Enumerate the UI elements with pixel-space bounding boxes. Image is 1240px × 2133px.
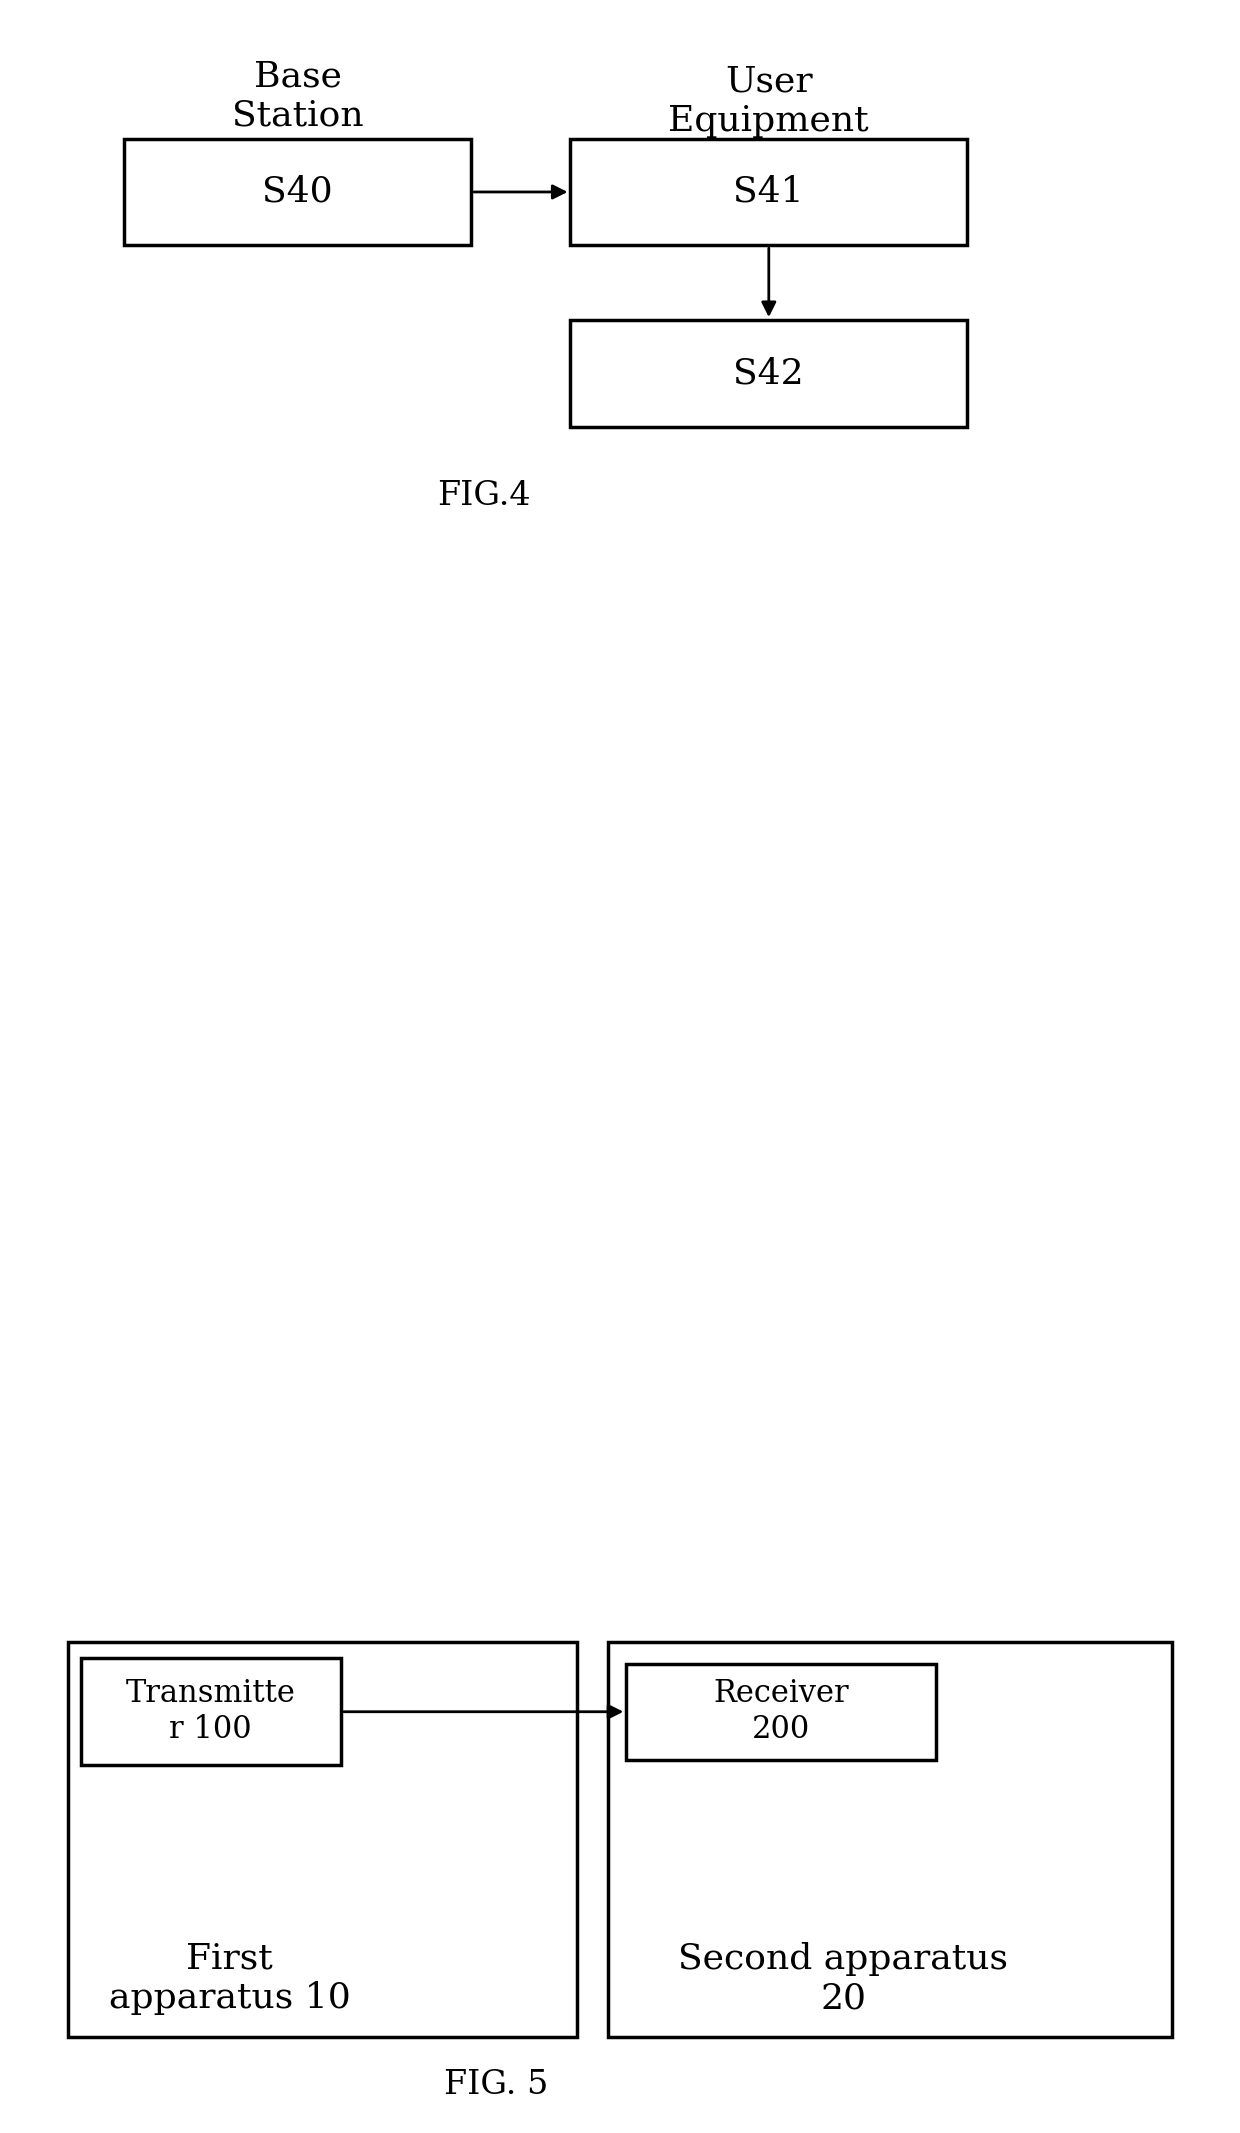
Bar bbox=[68, 1642, 577, 2037]
Text: Receiver
200: Receiver 200 bbox=[713, 1679, 849, 1745]
Text: Base
Station: Base Station bbox=[232, 60, 363, 132]
Text: S41: S41 bbox=[734, 175, 804, 209]
Bar bbox=[626, 1664, 936, 1760]
Bar bbox=[81, 1659, 341, 1766]
Text: User
Equipment: User Equipment bbox=[668, 64, 869, 139]
Bar bbox=[608, 1642, 1172, 2037]
Text: Second apparatus
20: Second apparatus 20 bbox=[678, 1941, 1008, 2016]
Text: Transmitte
r 100: Transmitte r 100 bbox=[126, 1679, 295, 1745]
Text: FIG.4: FIG.4 bbox=[436, 480, 531, 512]
Text: FIG. 5: FIG. 5 bbox=[444, 2069, 548, 2101]
Text: S40: S40 bbox=[263, 175, 332, 209]
Bar bbox=[570, 320, 967, 427]
Text: S42: S42 bbox=[734, 356, 804, 390]
Bar bbox=[124, 139, 471, 245]
Bar bbox=[570, 139, 967, 245]
Text: First
apparatus 10: First apparatus 10 bbox=[109, 1941, 350, 2016]
